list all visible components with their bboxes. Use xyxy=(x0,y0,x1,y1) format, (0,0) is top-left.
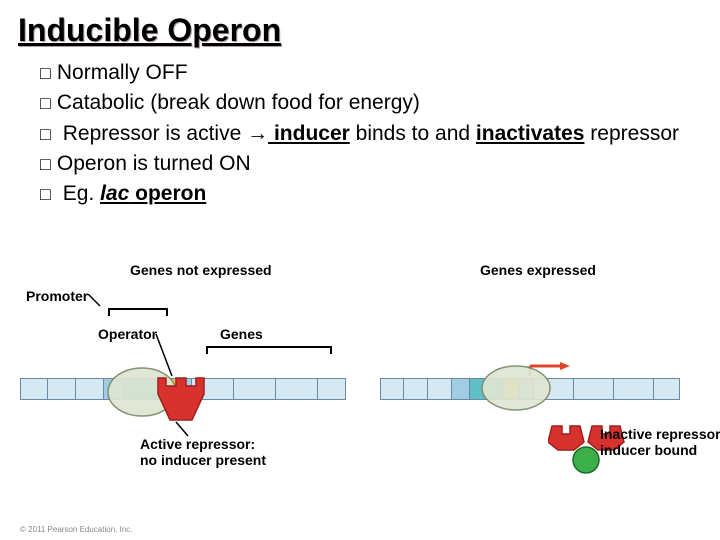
dna-segment xyxy=(234,378,276,400)
bullet-3-mid: binds to and xyxy=(350,122,476,145)
label-not-expressed: Genes not expressed xyxy=(130,262,272,278)
dna-segment xyxy=(574,378,614,400)
slide-title: Inducible Operon xyxy=(0,0,720,49)
arrow-icon: → xyxy=(247,122,268,145)
promoter-bracket xyxy=(108,308,168,314)
bullet-4: Operon is turned ON xyxy=(40,150,696,178)
label-promoter: Promoter xyxy=(26,288,88,304)
bullet-5: Eg. lac operon xyxy=(40,180,696,208)
bullet-list: Normally OFF Catabolic (break down food … xyxy=(0,49,720,209)
bullet-3-inducer: inducer xyxy=(268,122,350,145)
diagram-area: Genes not expressed Promoter Operator Ge… xyxy=(0,260,720,520)
bullet-3: Repressor is active → inducer binds to a… xyxy=(40,120,696,148)
dna-segment xyxy=(404,378,428,400)
label-inactive-repressor-l2: inducer bound xyxy=(600,442,697,458)
dna-segment xyxy=(276,378,318,400)
bullet-2: Catabolic (break down food for energy) xyxy=(40,89,696,117)
bullet-3-suffix: repressor xyxy=(584,122,679,145)
panel-not-expressed: Genes not expressed Promoter Operator Ge… xyxy=(20,260,350,490)
label-inactive-repressor-l1: Inactive repressor: xyxy=(600,426,720,442)
copyright-text: © 2011 Pearson Education, Inc. xyxy=(20,525,132,534)
rna-polymerase-right xyxy=(472,364,562,424)
bullet-3-inactivates: inactivates xyxy=(476,122,585,145)
label-expressed: Genes expressed xyxy=(480,262,596,278)
dna-segment xyxy=(428,378,452,400)
bullet-3-prefix: Repressor is active xyxy=(63,122,247,145)
dna-segment xyxy=(380,378,404,400)
label-genes-left: Genes xyxy=(220,326,263,342)
dna-segment xyxy=(20,378,48,400)
inducer-icon xyxy=(573,447,599,473)
genes-bracket-left xyxy=(206,346,332,352)
label-operator: Operator xyxy=(98,326,157,342)
panel-expressed: Genes expressed Inactive repressor: indu… xyxy=(380,260,700,490)
bullet-1: Normally OFF xyxy=(40,59,696,87)
bullet-5-prefix: Eg. xyxy=(63,182,100,205)
active-repressor-pointer xyxy=(174,420,194,440)
dna-segment xyxy=(452,378,470,400)
dna-segment xyxy=(654,378,680,400)
dna-segment xyxy=(614,378,654,400)
bullet-5-operon: operon xyxy=(129,182,206,205)
label-active-repressor-l2: no inducer present xyxy=(140,452,266,468)
label-active-repressor-l1: Active repressor: xyxy=(140,436,255,452)
dna-segment xyxy=(318,378,346,400)
bullet-5-lac: lac xyxy=(100,182,129,205)
dna-segment xyxy=(48,378,76,400)
